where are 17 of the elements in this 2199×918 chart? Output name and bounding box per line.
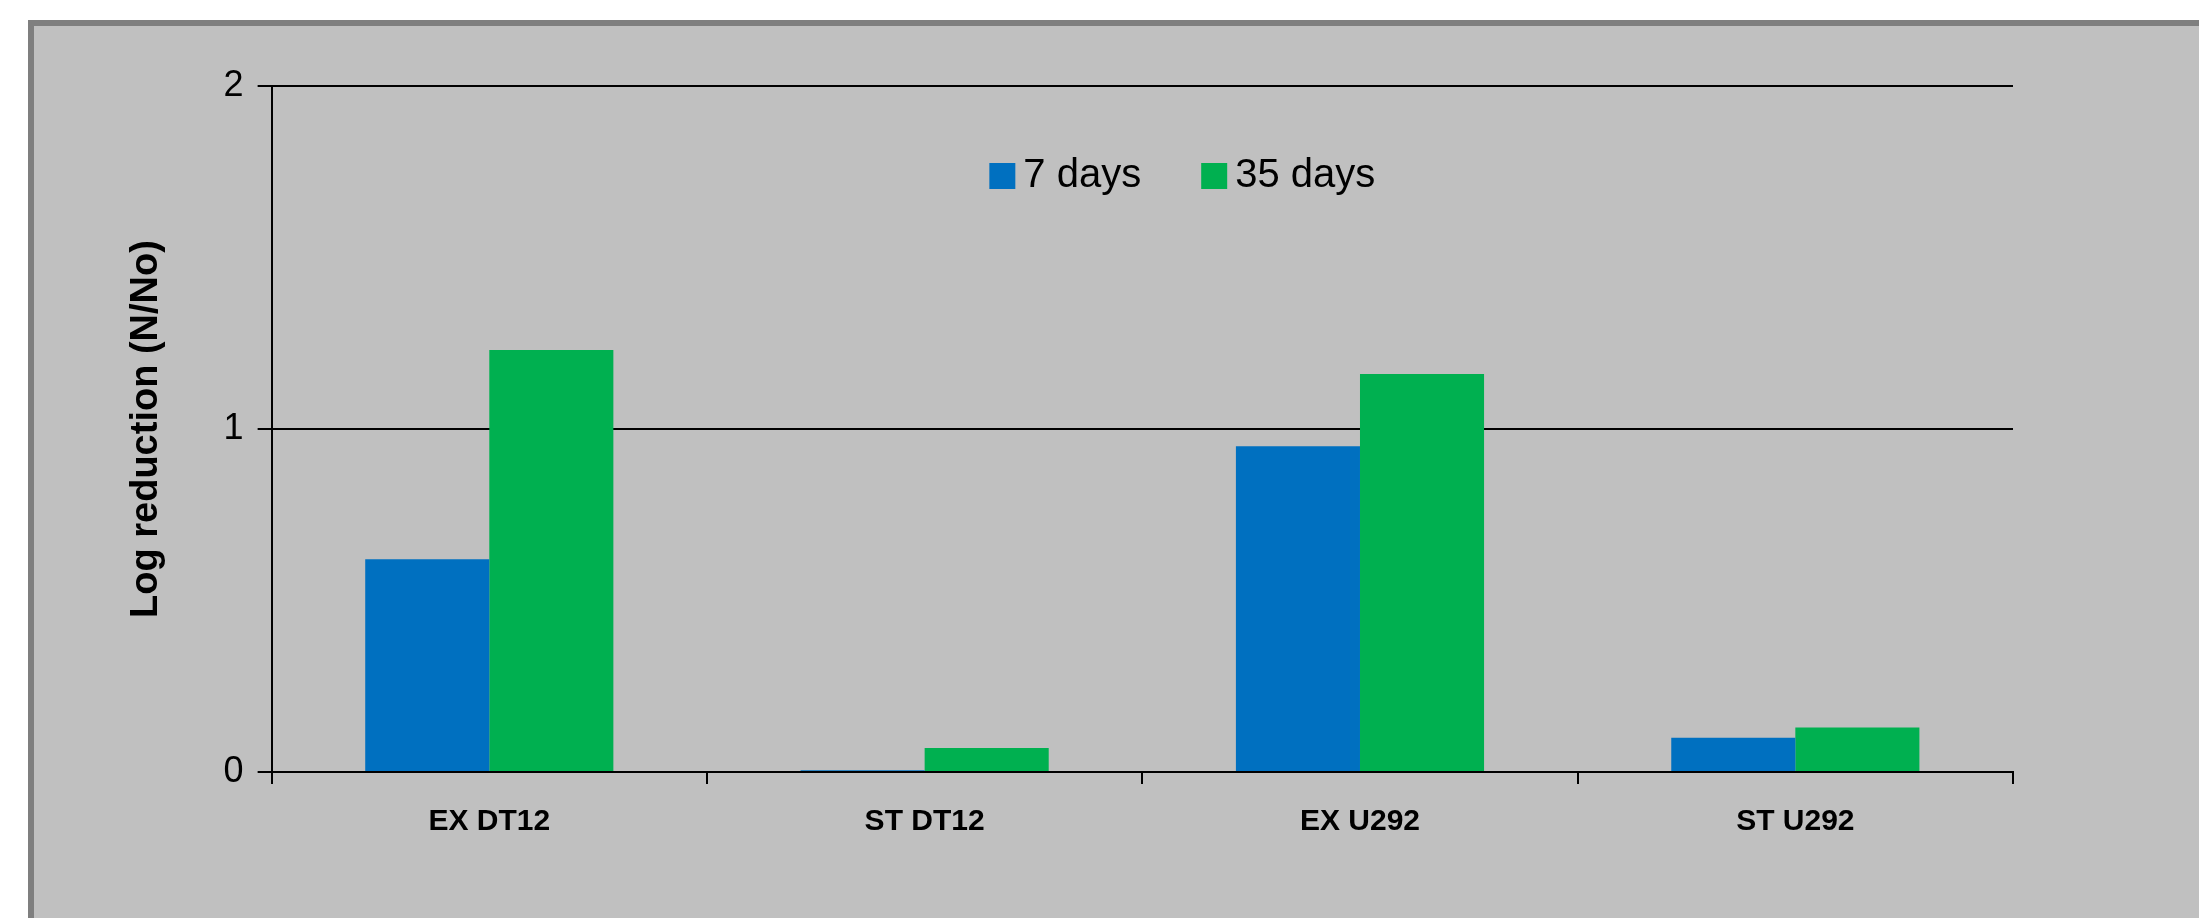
y-tick-label: 2 xyxy=(223,62,244,104)
bar xyxy=(365,559,490,771)
y-axis-title: Log reduction (N/No) xyxy=(123,240,166,618)
bar xyxy=(489,350,614,771)
bar xyxy=(1795,727,1920,771)
bar xyxy=(1235,446,1360,771)
x-tick-label: ST DT12 xyxy=(864,803,985,837)
x-tick-label: EX DT12 xyxy=(428,803,551,837)
bar xyxy=(1359,374,1485,771)
legend-label: 35 days xyxy=(1235,151,1376,196)
x-tick-label: ST U292 xyxy=(1736,803,1855,837)
bar xyxy=(924,747,1049,771)
y-tick-label: 0 xyxy=(223,748,244,790)
legend-label: 7 days xyxy=(1023,151,1142,196)
y-tick-label: 1 xyxy=(223,405,244,447)
bar xyxy=(1671,737,1796,771)
x-tick-label: EX U292 xyxy=(1299,803,1421,837)
